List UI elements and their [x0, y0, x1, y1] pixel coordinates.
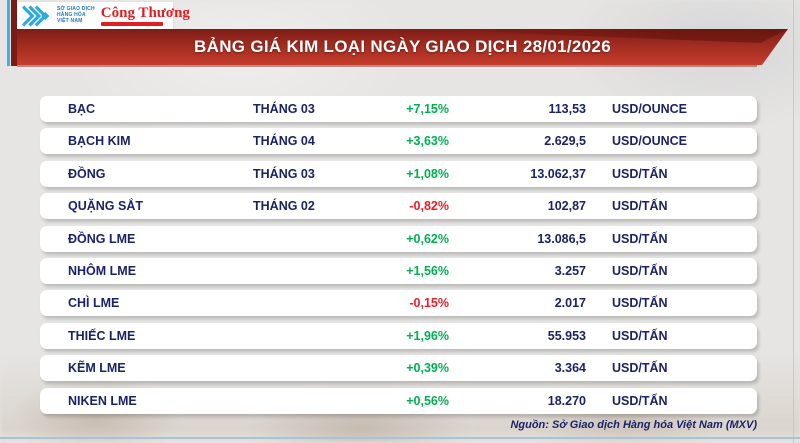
price-cell: 102,87	[547, 199, 586, 214]
congthuong-logo: Công Thương	[100, 5, 190, 26]
price-cell: 13.062,37	[530, 166, 586, 181]
mxv-line-2: HÀNG HÓA	[57, 12, 86, 19]
mxv-line-3: VIỆT NAM	[57, 17, 83, 24]
table-row: BẠC THÁNG 03 +7,15% 113,53 USD/OUNCE	[40, 96, 757, 122]
bottom-edge-line	[0, 437, 800, 439]
banner-shadow	[17, 65, 757, 67]
commodity-name: KẼM LME	[68, 361, 126, 376]
price-cell: 3.364	[554, 361, 586, 376]
change-cell: +1,08%	[406, 166, 449, 181]
mxv-line-1: SỞ GIAO DỊCH	[57, 6, 95, 13]
unit-cell: USD/TẤN	[612, 393, 668, 408]
mxv-chevron-icon	[21, 5, 50, 27]
change-cell: +1,96%	[406, 328, 449, 343]
table-row: QUẶNG SẮT THÁNG 02 -0,82% 102,87 USD/TẤN	[40, 193, 757, 220]
commodity-name: THIẾC LME	[68, 328, 136, 343]
congthuong-tagline-bar	[100, 22, 163, 26]
change-cell: +0,62%	[406, 231, 449, 246]
logo-strip: SỞ GIAO DỊCH HÀNG HÓA VIỆT NAM Công Thươ…	[17, 2, 190, 30]
table-row: THIẾC LME +1,96% 55.953 USD/TẤN	[40, 322, 757, 349]
price-cell: 3.257	[554, 263, 586, 278]
table-row: BẠCH KIM THÁNG 04 +3,63% 2.629,5 USD/OUN…	[40, 128, 757, 155]
unit-cell: USD/OUNCE	[612, 134, 688, 149]
source-caption: Nguồn: Sở Giao dịch Hàng hóa Việt Nam (M…	[510, 419, 757, 431]
contract-month: THÁNG 02	[253, 199, 315, 214]
unit-cell: USD/TẤN	[612, 296, 668, 311]
contract-month: THÁNG 03	[253, 166, 315, 181]
commodity-name: BẠCH KIM	[68, 134, 131, 149]
title-banner: BẢNG GIÁ KIM LOẠI NGÀY GIAO DỊCH 28/01/2…	[17, 29, 788, 65]
left-maroon-stripe	[11, 0, 17, 66]
commodity-name: ĐỒNG	[68, 166, 106, 181]
unit-cell: USD/TẤN	[612, 166, 668, 181]
unit-cell: USD/TẤN	[612, 328, 668, 343]
left-cyan-stripe	[7, 0, 10, 66]
contract-month: THÁNG 04	[253, 134, 315, 149]
right-edge-line	[793, 0, 794, 443]
mxv-logo-text: SỞ GIAO DỊCH HÀNG HÓA VIỆT NAM	[57, 7, 95, 24]
change-cell: +1,56%	[406, 263, 449, 278]
price-cell: 13.086,5	[537, 231, 586, 246]
change-cell: -0,15%	[409, 296, 449, 311]
table-row: NIKEN LME +0,56% 18.270 USD/TẤN	[40, 387, 757, 414]
table-row: ĐỒNG LME +0,62% 13.086,5 USD/TẤN	[40, 225, 757, 252]
table-row: NHÔM LME +1,56% 3.257 USD/TẤN	[40, 257, 757, 284]
page-title: BẢNG GIÁ KIM LOẠI NGÀY GIAO DỊCH 28/01/2…	[194, 37, 611, 56]
change-cell: +7,15%	[406, 102, 449, 116]
congthuong-logo-text: Công Thương	[100, 5, 190, 21]
price-cell: 55.953	[547, 328, 586, 343]
price-cell: 2.629,5	[544, 134, 586, 149]
table-row: ĐỒNG THÁNG 03 +1,08% 13.062,37 USD/TẤN	[40, 160, 757, 187]
price-cell: 113,53	[548, 102, 586, 116]
unit-cell: USD/TẤN	[612, 263, 668, 278]
price-cell: 18.270	[547, 393, 586, 408]
unit-cell: USD/OUNCE	[612, 102, 688, 116]
commodity-name: QUẶNG SẮT	[68, 199, 143, 214]
commodity-name: ĐỒNG LME	[68, 231, 136, 246]
change-cell: +0,56%	[406, 393, 449, 408]
table-row: CHÌ LME -0,15% 2.017 USD/TẤN	[40, 290, 757, 317]
commodity-name: BẠC	[68, 102, 96, 116]
unit-cell: USD/TẤN	[612, 199, 668, 214]
change-cell: -0,82%	[409, 199, 449, 214]
price-table: BẠC THÁNG 03 +7,15% 113,53 USD/OUNCE BẠC…	[40, 96, 757, 414]
change-cell: +0,39%	[406, 361, 449, 376]
commodity-name: NHÔM LME	[68, 263, 137, 278]
commodity-name: CHÌ LME	[68, 296, 120, 311]
table-row: KẼM LME +0,39% 3.364 USD/TẤN	[40, 355, 757, 382]
commodity-name: NIKEN LME	[68, 393, 137, 408]
unit-cell: USD/TẤN	[612, 361, 668, 376]
price-cell: 2.017	[554, 296, 586, 311]
change-cell: +3,63%	[406, 134, 449, 149]
contract-month: THÁNG 03	[253, 102, 315, 116]
unit-cell: USD/TẤN	[612, 231, 668, 246]
